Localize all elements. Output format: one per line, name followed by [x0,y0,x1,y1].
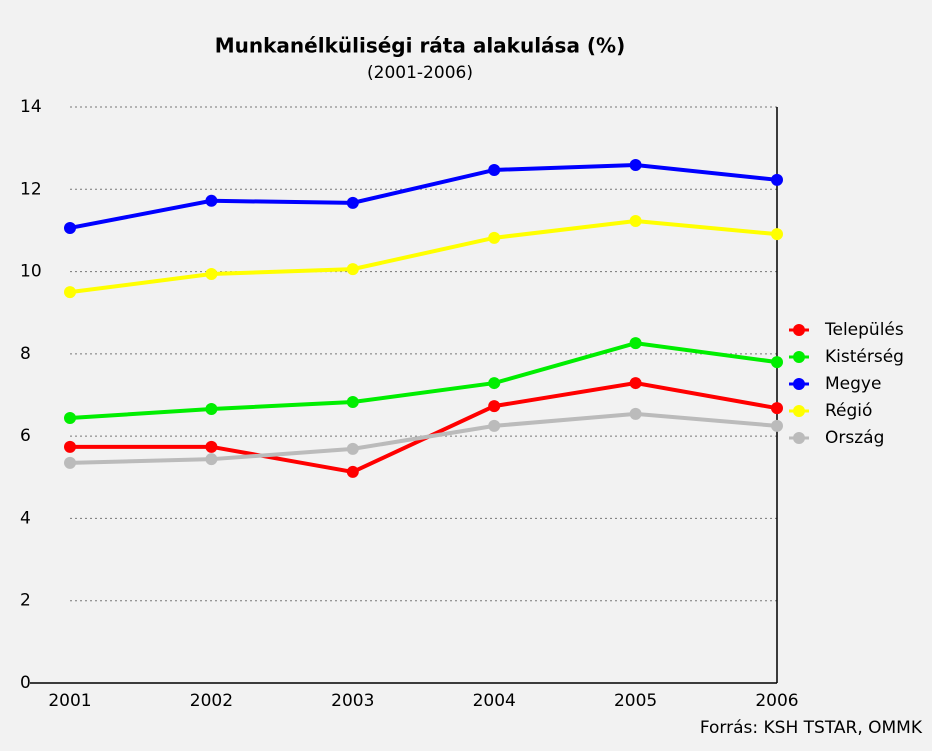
x-tick-label: 2002 [190,691,233,711]
y-tick-label: 0 [20,673,31,693]
legend-label: Megye [825,374,881,394]
data-point [629,159,642,172]
y-tick-label: 6 [20,426,31,446]
data-point [346,395,359,408]
y-tick-label: 2 [20,591,31,611]
legend-label: Település [824,320,904,340]
legend-label: Kistérség [825,347,904,367]
data-point [771,228,783,241]
series-line [69,163,778,230]
data-point [346,442,359,455]
data-point [346,196,359,209]
y-tick-label: 8 [20,344,31,364]
data-point [64,456,76,469]
x-tick-label: 2004 [473,691,516,711]
data-point [64,221,76,234]
data-point [771,419,783,432]
series-line [69,218,778,295]
series-line [69,411,778,465]
series-line [69,341,778,421]
source-note: Forrás: KSH TSTAR, OMMK [700,718,923,738]
data-point [488,231,501,244]
y-tick-label: 4 [20,508,31,528]
data-point [205,268,218,281]
data-point [64,412,76,425]
data-point [629,377,642,390]
data-point [488,400,501,413]
legend-marker [793,405,805,417]
legend-label: Régió [825,401,872,421]
data-point [488,163,501,176]
data-point [205,194,218,207]
legend-label: Ország [825,428,884,448]
x-tick-label: 2001 [48,691,91,711]
data-point [346,465,359,478]
y-tick-label: 14 [20,97,42,117]
data-point [771,402,783,415]
data-point [346,263,359,276]
data-point [771,173,783,186]
data-point [629,337,642,350]
x-tick-label: 2003 [331,691,374,711]
y-tick-label: 10 [20,262,42,282]
data-point [629,214,642,227]
data-point [629,407,642,420]
x-tick-label: 2006 [755,691,798,711]
data-point [488,377,501,390]
chart-title: Munkanélküliségi ráta alakulása (%) [215,34,626,58]
legend-marker [793,324,805,336]
legend-marker [793,432,805,444]
data-point [64,440,76,453]
legend-marker [793,351,805,363]
data-point [205,453,218,466]
data-point [488,419,501,432]
data-point [205,402,218,415]
data-point [64,286,76,299]
y-tick-label: 12 [20,179,42,199]
chart-subtitle: (2001-2006) [367,63,473,83]
data-point [771,356,783,369]
x-tick-label: 2005 [614,691,657,711]
legend-marker [793,378,805,390]
data-point [205,440,218,453]
